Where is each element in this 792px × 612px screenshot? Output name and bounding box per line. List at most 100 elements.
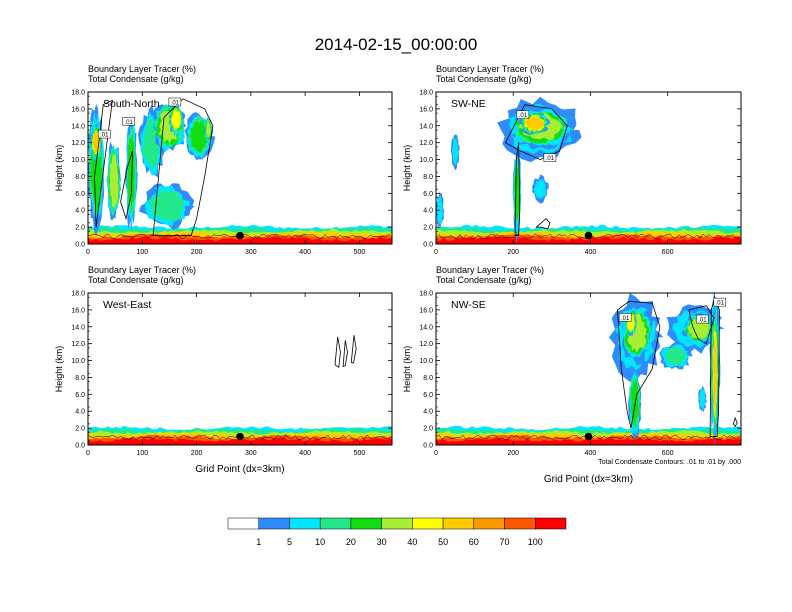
colorbar-label: 50	[438, 537, 448, 547]
x-tick-label: 200	[191, 249, 203, 256]
contour-label-box	[696, 314, 709, 324]
y-tick-label: 18.0	[71, 90, 85, 97]
tracer-field-level-5	[206, 120, 211, 138]
tracer-field-level-3	[148, 189, 185, 222]
y-tick-label: 14.0	[71, 324, 85, 331]
panel-south-north: Boundary Layer Tracer (%)Total Condensat…	[54, 64, 393, 256]
colorbar-box	[504, 517, 536, 530]
contour-label-box	[122, 117, 135, 126]
condensate-contour	[504, 104, 568, 161]
contour-label: .01	[546, 156, 555, 162]
contour-label: .01	[621, 316, 630, 322]
panel-subtitle-line1: Boundary Layer Tracer (%)	[88, 265, 196, 275]
y-tick-label: 0.0	[75, 242, 85, 249]
y-tick-label: 6.0	[423, 191, 433, 198]
panel-label: South-North	[103, 98, 160, 110]
colorbar-box	[535, 517, 567, 530]
y-tick-label: 12.0	[71, 140, 85, 147]
x-tick-label: 500	[354, 450, 366, 457]
y-tick-label: 18.0	[419, 90, 433, 97]
condensate-contour	[120, 150, 133, 221]
contour-label: .01	[100, 133, 109, 139]
tracer-field-level-6	[171, 109, 182, 128]
x-tick-label: 400	[585, 249, 597, 256]
panel-frame	[87, 91, 393, 245]
colorbar-label: 1	[256, 537, 261, 547]
x-tick-label: 300	[245, 249, 257, 256]
x-tick-label: 200	[507, 450, 519, 457]
condensate-contour	[334, 336, 341, 368]
tracer-field-level-4	[189, 120, 210, 154]
y-tick-label: 12.0	[419, 341, 433, 348]
y-tick-label: 14.0	[419, 123, 433, 130]
y-tick-label: 2.0	[423, 225, 433, 232]
tracer-base-band	[88, 437, 392, 445]
panel-subtitle-line1: Boundary Layer Tracer (%)	[436, 64, 544, 74]
panel-label: SW-NE	[451, 98, 486, 110]
colorbar: 1 5 10 20 30 40 50 60 70 100	[227, 517, 567, 547]
y-tick-label: 16.0	[419, 307, 433, 314]
y-tick-label: 4.0	[423, 409, 433, 416]
colorbar-label: 100	[528, 537, 543, 547]
contour-label-box	[168, 97, 182, 107]
x-tick-label: 0	[86, 249, 90, 256]
colorbar-box	[412, 517, 444, 530]
contour-label: .01	[716, 301, 725, 307]
panel-west-east: Boundary Layer Tracer (%)Total Condensat…	[54, 265, 393, 475]
x-axis-title: Grid Point (dx=3km)	[544, 474, 633, 485]
x-tick-label: 100	[136, 450, 148, 457]
panels-group: Boundary Layer Tracer (%)Total Condensat…	[54, 64, 742, 485]
plot-area	[88, 335, 392, 445]
y-tick-label: 2.0	[75, 225, 85, 232]
tracer-field-level-7	[524, 116, 544, 131]
plot-area: .01 .01	[436, 96, 741, 244]
y-tick-label: 0.0	[423, 443, 433, 450]
tracer-field-level-2	[699, 387, 706, 410]
y-tick-label: 18.0	[419, 291, 433, 298]
colorbar-box	[381, 517, 413, 530]
contour-note: Total Condensate Contours: .01 to .01 by…	[598, 459, 741, 466]
condensate-contour	[535, 218, 551, 230]
y-tick-label: 12.0	[419, 140, 433, 147]
tracer-field-level-3	[665, 346, 687, 366]
contour-label-box	[543, 153, 557, 162]
y-axis-title: Height (km)	[54, 145, 64, 192]
colorbar-box	[227, 517, 259, 530]
site-marker	[584, 432, 593, 441]
y-tick-label: 6.0	[423, 392, 433, 399]
panel-subtitle-line2: Total Condensate (g/kg)	[436, 74, 532, 84]
colorbar-box	[289, 517, 321, 530]
y-tick-label: 16.0	[71, 307, 85, 314]
contour-label: .01	[698, 318, 707, 324]
tracer-field-level-7	[713, 334, 717, 416]
condensate-contour	[617, 300, 661, 429]
panel-label: NW-SE	[451, 299, 486, 311]
colorbar-box	[258, 517, 290, 530]
y-tick-label: 4.0	[75, 208, 85, 215]
x-tick-label: 300	[245, 450, 257, 457]
y-axis-title: Height (km)	[402, 346, 412, 393]
condensate-contour	[514, 142, 521, 237]
y-tick-label: 6.0	[75, 191, 85, 198]
y-axis-title: Height (km)	[402, 145, 412, 192]
tracer-field-level-2	[452, 137, 459, 165]
panel-label: West-East	[103, 299, 151, 311]
y-tick-label: 14.0	[419, 324, 433, 331]
panel-nw-se: Boundary Layer Tracer (%)Total Condensat…	[402, 265, 742, 485]
colorbar-label: 60	[469, 537, 479, 547]
colorbar-label: 5	[287, 537, 292, 547]
contour-label-box	[98, 129, 111, 139]
tracer-field-level-4	[630, 378, 639, 428]
condensate-contour	[709, 295, 720, 438]
tracer-field-level-5	[109, 153, 119, 208]
x-axis-title: Grid Point (dx=3km)	[195, 464, 284, 475]
x-tick-label: 200	[191, 450, 203, 457]
y-tick-label: 10.0	[419, 157, 433, 164]
y-tick-label: 8.0	[75, 375, 85, 382]
x-tick-label: 600	[662, 450, 674, 457]
colorbar-box	[442, 517, 475, 530]
y-tick-label: 10.0	[71, 358, 85, 365]
colorbar-label: 10	[315, 537, 325, 547]
y-tick-label: 18.0	[71, 291, 85, 298]
site-marker	[236, 432, 244, 441]
